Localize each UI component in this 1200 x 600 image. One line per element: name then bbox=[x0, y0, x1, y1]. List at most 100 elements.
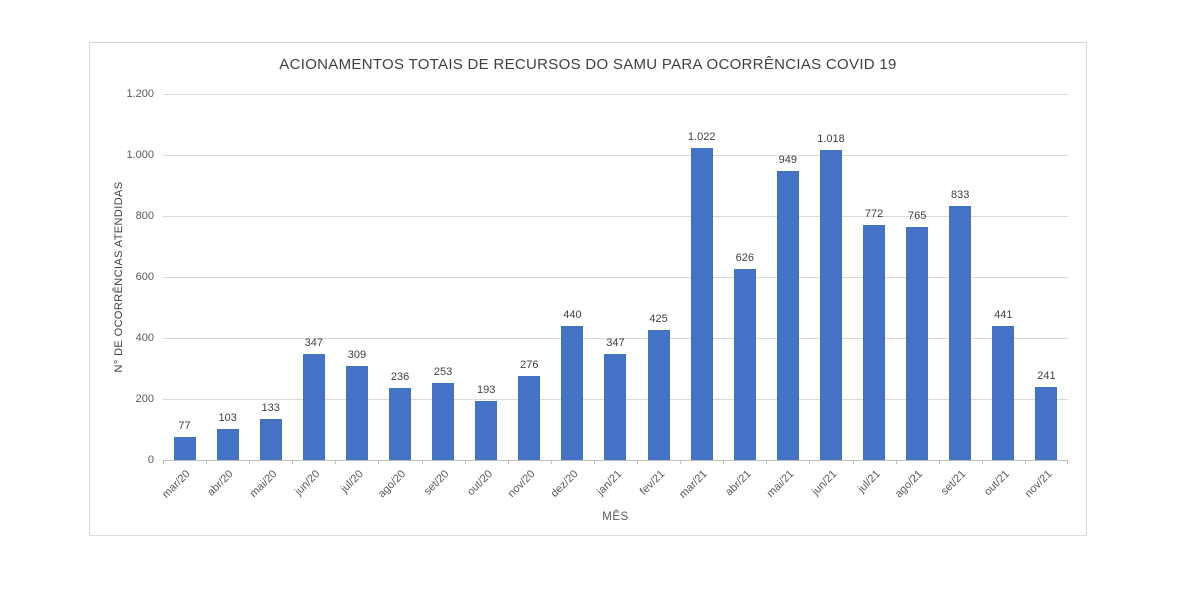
bar-nov-20 bbox=[518, 375, 541, 460]
gridline-800 bbox=[163, 216, 1068, 217]
x-axis-tick bbox=[852, 460, 854, 464]
bar-column-jul-21: 772 jul/21 bbox=[853, 94, 896, 495]
y-tick-label-400: 400 bbox=[135, 332, 154, 344]
bar-value-label-jul-21: 772 bbox=[864, 207, 884, 220]
bar-column-set-21: 833 set/21 bbox=[939, 94, 982, 498]
x-tick-label-nov-21: nov/21 bbox=[1023, 468, 1055, 500]
x-tick-label-jun-20: jun/20 bbox=[292, 468, 323, 498]
y-axis-title: N° DE OCORRÊNCIAS ATENDIDAS bbox=[113, 181, 125, 373]
x-tick-label-abr-21: abr/21 bbox=[722, 468, 754, 499]
y-tick-label-1.200: 1.200 bbox=[126, 88, 154, 100]
bar-value-label-out-20: 193 bbox=[477, 384, 496, 397]
bar-value-label-jan-21: 347 bbox=[606, 337, 625, 350]
bar-ago-20 bbox=[389, 388, 412, 460]
bar-ago-21 bbox=[906, 226, 929, 460]
bar-value-label-jun-21: 1.018 bbox=[817, 132, 845, 145]
x-axis-tick bbox=[378, 460, 380, 464]
bar-value-label-mai-21: 949 bbox=[778, 153, 798, 166]
bar-value-label-abr-20: 103 bbox=[218, 411, 237, 424]
bar-abr-20 bbox=[216, 428, 239, 460]
bar-out-21 bbox=[992, 325, 1015, 460]
bar-column-jul-20: 309 jul/20 bbox=[335, 94, 378, 495]
bar-dez-20 bbox=[561, 325, 584, 460]
bar-column-out-20: 193 out/20 bbox=[465, 94, 508, 498]
x-tick-label-jun-21: jun/21 bbox=[809, 468, 840, 498]
x-tick-label-mar-20: mar/20 bbox=[160, 468, 194, 501]
bar-value-label-mai-20: 133 bbox=[261, 402, 280, 415]
x-tick-label-mar-21: mar/21 bbox=[677, 468, 711, 501]
chart-title: ACIONAMENTOS TOTAIS DE RECURSOS DO SAMU … bbox=[279, 56, 897, 73]
x-axis-tick bbox=[593, 460, 595, 464]
bar-column-mar-21: 1.022 mar/21 bbox=[677, 94, 723, 500]
bar-jul-20 bbox=[345, 365, 368, 460]
bar-set-20 bbox=[432, 382, 455, 460]
x-tick-label-mai-20: mai/20 bbox=[247, 468, 280, 500]
x-axis-tick bbox=[680, 460, 682, 464]
x-axis-tick bbox=[895, 460, 897, 464]
bar-column-nov-21: 241 nov/21 bbox=[1023, 94, 1068, 500]
x-tick-label-fev-21: fev/21 bbox=[637, 468, 668, 498]
x-axis-tick bbox=[938, 460, 940, 464]
gridline-600 bbox=[163, 277, 1068, 278]
bar-fev-21 bbox=[647, 330, 670, 460]
bar-set-21 bbox=[949, 205, 972, 460]
x-axis-tick bbox=[249, 460, 251, 464]
bar-column-ago-20: 236 ago/20 bbox=[376, 94, 421, 500]
bar-columns: 77 mar/20 103 abr/20 133 mai/20 347 jun/20 309 ju… bbox=[160, 94, 1068, 501]
bar-value-label-mar-21: 1.022 bbox=[687, 131, 716, 144]
y-tick-label-600: 600 bbox=[135, 271, 154, 283]
bar-value-label-ago-21: 765 bbox=[907, 209, 927, 222]
x-axis-tick bbox=[1067, 460, 1068, 464]
x-tick-label-nov-20: nov/20 bbox=[505, 468, 538, 500]
y-tick-label-0: 0 bbox=[147, 454, 154, 466]
x-tick-label-set-20: set/20 bbox=[421, 468, 452, 498]
x-axis-tick bbox=[292, 460, 294, 464]
x-axis-tick bbox=[766, 460, 768, 464]
x-tick-label-jul-21: jul/21 bbox=[855, 468, 883, 496]
bar-out-20 bbox=[475, 401, 498, 460]
bar-column-ago-21: 765 ago/21 bbox=[893, 94, 939, 500]
bar-mai-21 bbox=[776, 170, 799, 460]
bar-column-mai-21: 949 mai/21 bbox=[765, 94, 809, 500]
bar-value-label-nov-20: 276 bbox=[520, 358, 539, 371]
bar-column-jun-20: 347 jun/20 bbox=[292, 94, 335, 498]
x-axis-tick bbox=[981, 460, 983, 464]
bar-column-out-21: 441 out/21 bbox=[982, 94, 1025, 498]
y-tick-label-800: 800 bbox=[135, 210, 154, 222]
bar-value-label-fev-21: 425 bbox=[649, 313, 668, 326]
bar-value-label-set-21: 833 bbox=[951, 188, 970, 201]
x-axis-tick bbox=[507, 460, 509, 464]
bar-abr-21 bbox=[733, 269, 756, 460]
gridline-1.200 bbox=[163, 94, 1068, 95]
bar-column-mar-20: 77 mar/20 bbox=[160, 94, 206, 501]
bar-value-label-ago-20: 236 bbox=[390, 371, 410, 384]
bar-value-label-jun-20: 347 bbox=[304, 337, 324, 350]
bar-value-label-dez-20: 440 bbox=[563, 308, 582, 321]
x-axis-tick bbox=[206, 460, 208, 464]
bar-column-jan-21: 347 jan/21 bbox=[594, 94, 637, 498]
bar-column-dez-20: 440 dez/20 bbox=[549, 94, 594, 500]
x-tick-label-out-20: out/20 bbox=[464, 468, 495, 499]
bar-value-label-set-20: 253 bbox=[433, 365, 453, 378]
bar-column-nov-20: 276 nov/20 bbox=[506, 94, 551, 500]
x-axis-tick bbox=[550, 460, 552, 464]
x-axis-tick bbox=[464, 460, 466, 464]
bar-jun-21 bbox=[819, 149, 842, 460]
x-axis-tick bbox=[163, 460, 164, 464]
x-axis-title: MÊS bbox=[602, 511, 629, 523]
bar-mai-20 bbox=[259, 419, 282, 460]
bar-value-label-jul-20: 309 bbox=[347, 348, 367, 361]
x-tick-label-abr-20: abr/20 bbox=[205, 468, 237, 499]
bar-column-fev-21: 425 fev/21 bbox=[637, 94, 680, 498]
x-tick-label-jul-20: jul/20 bbox=[338, 468, 366, 496]
y-tick-label-1.000: 1.000 bbox=[126, 149, 154, 161]
x-tick-label-ago-20: ago/20 bbox=[376, 468, 409, 501]
x-tick-label-ago-21: ago/21 bbox=[893, 468, 926, 501]
bar-column-abr-21: 626 abr/21 bbox=[723, 94, 766, 499]
plot-area: 1.200 1.000 800 600 400 200 0 77 mar/20 103 abr/20… bbox=[126, 88, 1068, 501]
y-tick-label-200: 200 bbox=[135, 393, 154, 405]
gridline-1.000 bbox=[163, 155, 1068, 156]
x-tick-label-out-21: out/21 bbox=[981, 468, 1012, 499]
bar-column-set-20: 253 set/20 bbox=[422, 94, 465, 498]
